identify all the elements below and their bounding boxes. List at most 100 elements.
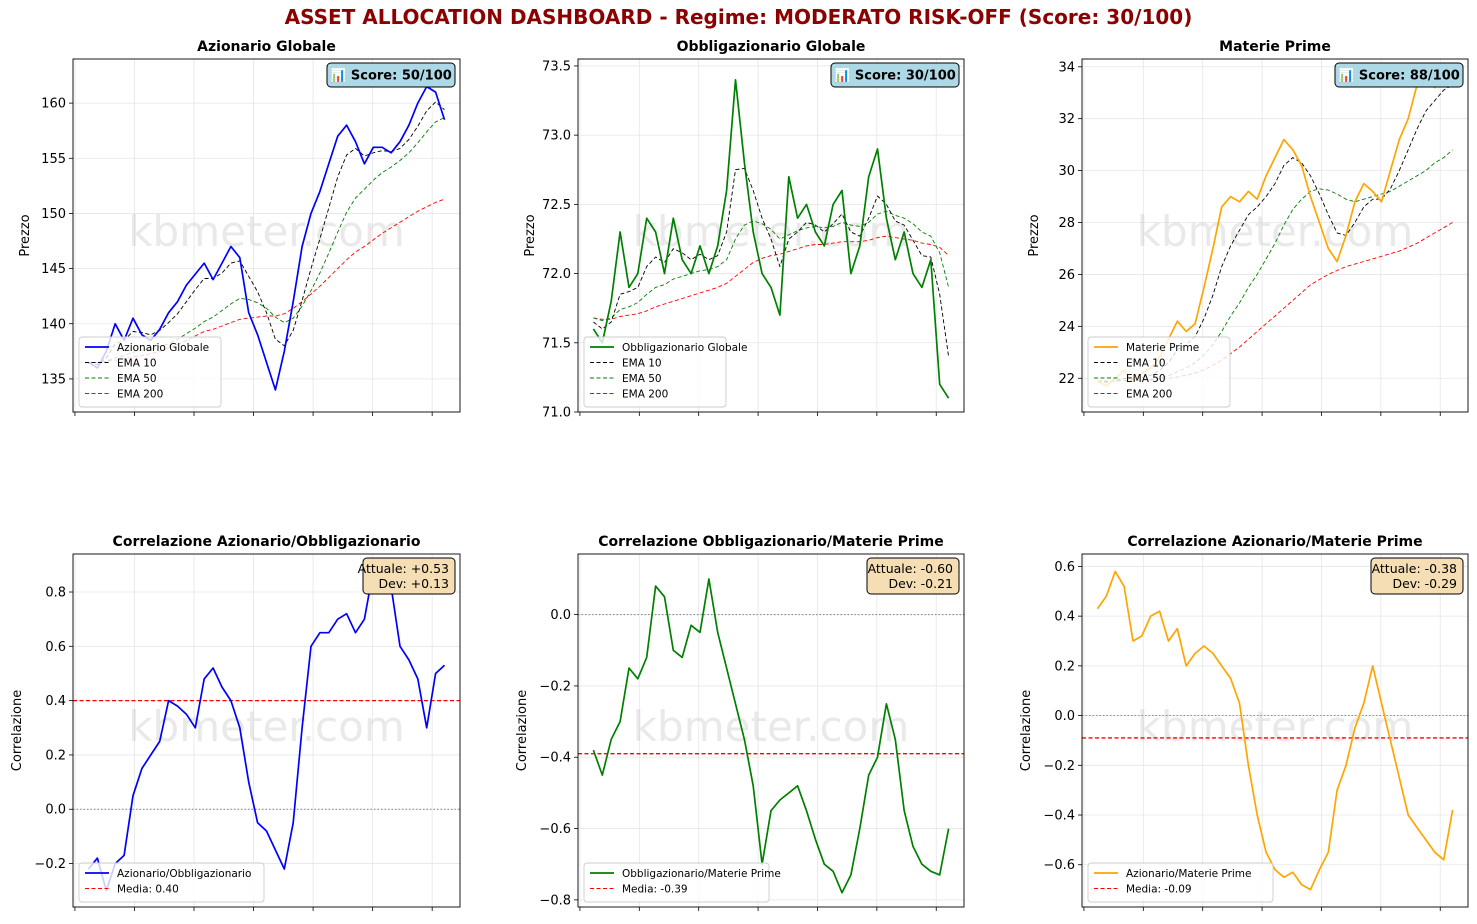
score-badge bbox=[830, 62, 960, 88]
legend-label: EMA 50 bbox=[622, 373, 662, 385]
chart-panel-2: 71.0 71.5 72.0 72.5 73.0 73.5 kbmeter.com Obbli… bbox=[523, 39, 965, 421]
legend-label: Azionario Globale bbox=[117, 342, 209, 354]
y-tick-label: 22 bbox=[1058, 372, 1075, 387]
legend: Obbligazionario Globale EMA 10 EMA 50 EMA 2… bbox=[583, 336, 747, 408]
stats-text: Dev: -0.29 bbox=[1392, 576, 1457, 591]
chart-panel-1: 135 140 145 150 155 160 kbmeter.com Azionario G… bbox=[18, 39, 461, 416]
chart-panel-6: −0.6 −0.4 −0.2 0.0 0.2 0.4 0.6 kbmeter.com Corre… bbox=[1019, 534, 1469, 911]
plot-frame bbox=[1081, 553, 1469, 908]
chart-panel-4: −0.2 0.0 0.2 0.4 0.6 0.8 kbmeter.com Correlazio… bbox=[10, 534, 461, 911]
score-badge-text: 📊 Score: 88/100 bbox=[1338, 68, 1460, 84]
y-tick-label: 0.6 bbox=[45, 640, 66, 655]
stats-text: Attuale: +0.53 bbox=[358, 561, 449, 576]
chart-title: Materie Prime bbox=[1219, 39, 1331, 55]
y-tick-label: 155 bbox=[41, 152, 66, 167]
chart-panel-3: 22 24 26 28 30 32 34 kbmeter.com Materie Prime Pr… bbox=[1027, 39, 1469, 416]
legend-label: EMA 200 bbox=[622, 388, 668, 400]
series-line bbox=[593, 235, 949, 320]
y-tick-label: 150 bbox=[41, 207, 66, 222]
plot-frame bbox=[72, 58, 461, 413]
y-tick-label: 145 bbox=[41, 262, 66, 277]
y-tick-label: 0.0 bbox=[45, 803, 66, 818]
score-badge bbox=[326, 62, 456, 88]
legend-label: Materie Prime bbox=[1126, 342, 1199, 354]
chart-title: Correlazione Obbligazionario/Materie Pri… bbox=[598, 534, 943, 550]
y-tick-label: 34 bbox=[1058, 60, 1075, 75]
series-line bbox=[592, 578, 950, 894]
y-tick-label: 72.5 bbox=[542, 198, 571, 213]
y-tick-label: 73.0 bbox=[542, 129, 571, 144]
series-line bbox=[593, 167, 950, 357]
chart-panel-5: −0.8 −0.6 −0.4 −0.2 0.0 kbmeter.com Correlazio… bbox=[515, 534, 965, 911]
watermark: kbmeter.com bbox=[128, 207, 405, 256]
plot-area bbox=[578, 554, 964, 907]
legend-label: EMA 200 bbox=[1126, 388, 1172, 400]
legend-label: EMA 10 bbox=[622, 357, 662, 369]
legend-box bbox=[583, 862, 770, 903]
y-axis-label: Correlazione bbox=[10, 690, 25, 771]
legend-label: EMA 10 bbox=[117, 357, 157, 369]
stats-box bbox=[1370, 557, 1464, 595]
score-badge-text: 📊 Score: 30/100 bbox=[834, 68, 956, 84]
y-tick-label: 0.4 bbox=[45, 694, 66, 709]
y-tick-label: 0.2 bbox=[45, 748, 66, 763]
plot-frame bbox=[72, 553, 461, 908]
chart-title: Azionario Globale bbox=[197, 39, 336, 55]
legend-box bbox=[78, 336, 222, 408]
y-tick-label: 160 bbox=[41, 97, 66, 112]
y-tick-label: 71.5 bbox=[542, 336, 571, 351]
stats-text: Attuale: -0.38 bbox=[1372, 561, 1457, 576]
y-tick-label: 32 bbox=[1058, 112, 1075, 127]
legend-label: Media: 0.40 bbox=[117, 883, 179, 895]
y-tick-label: −0.4 bbox=[539, 751, 571, 766]
y-axis-label: Prezzo bbox=[523, 214, 538, 256]
stats-box bbox=[866, 557, 960, 595]
dashboard-title: ASSET ALLOCATION DASHBOARD - Regime: MOD… bbox=[284, 5, 1193, 29]
y-axis-label: Prezzo bbox=[1027, 214, 1042, 256]
series-line bbox=[88, 101, 445, 366]
legend-box bbox=[1087, 336, 1231, 408]
chart-title: Correlazione Azionario/Obbligazionario bbox=[113, 534, 421, 550]
legend: Azionario/Materie Prime Media: -0.09 bbox=[1087, 862, 1274, 903]
stats-text: Dev: -0.21 bbox=[888, 576, 953, 591]
legend-label: EMA 50 bbox=[1126, 373, 1166, 385]
y-tick-label: 140 bbox=[41, 317, 66, 332]
plot-frame bbox=[577, 553, 965, 908]
legend: Azionario/Obbligazionario Media: 0.40 bbox=[78, 862, 265, 903]
y-axis-label: Correlazione bbox=[515, 690, 530, 771]
legend-label: Obbligazionario/Materie Prime bbox=[622, 868, 781, 880]
y-axis-label: Correlazione bbox=[1019, 690, 1034, 771]
legend-label: Obbligazionario Globale bbox=[622, 342, 747, 354]
watermark: kbmeter.com bbox=[1137, 207, 1414, 256]
legend-label: EMA 50 bbox=[117, 373, 157, 385]
y-tick-label: −0.6 bbox=[539, 822, 571, 837]
watermark: kbmeter.com bbox=[633, 207, 910, 256]
legend-label: Media: -0.09 bbox=[1126, 883, 1192, 895]
stats-text: Dev: +0.13 bbox=[378, 576, 449, 591]
plot-frame bbox=[577, 58, 965, 413]
score-badge-text: 📊 Score: 50/100 bbox=[330, 68, 452, 84]
y-tick-label: −0.6 bbox=[1043, 858, 1075, 873]
y-axis-label: Prezzo bbox=[18, 214, 33, 256]
y-tick-label: 26 bbox=[1058, 268, 1075, 283]
y-tick-label: −0.2 bbox=[1043, 759, 1075, 774]
watermark: kbmeter.com bbox=[128, 702, 405, 751]
legend-label: EMA 200 bbox=[117, 388, 163, 400]
y-tick-label: 0.4 bbox=[1054, 610, 1075, 625]
y-tick-label: −0.8 bbox=[539, 893, 571, 908]
y-tick-label: −0.4 bbox=[1043, 809, 1075, 824]
y-tick-label: 0.2 bbox=[1054, 659, 1075, 674]
y-tick-label: 135 bbox=[41, 372, 66, 387]
y-tick-label: 0.8 bbox=[45, 586, 66, 601]
y-tick-label: 0.0 bbox=[1054, 709, 1075, 724]
stats-text: Attuale: -0.60 bbox=[868, 561, 953, 576]
legend-label: Azionario/Materie Prime bbox=[1126, 868, 1252, 880]
y-tick-label: 28 bbox=[1058, 216, 1075, 231]
legend: Obbligazionario/Materie Prime Media: -0.3… bbox=[583, 862, 781, 903]
legend-label: EMA 10 bbox=[1126, 357, 1166, 369]
y-tick-label: 73.5 bbox=[542, 59, 571, 74]
score-badge bbox=[1334, 62, 1464, 88]
y-tick-label: 0.6 bbox=[1054, 560, 1075, 575]
y-tick-label: 24 bbox=[1058, 320, 1075, 335]
